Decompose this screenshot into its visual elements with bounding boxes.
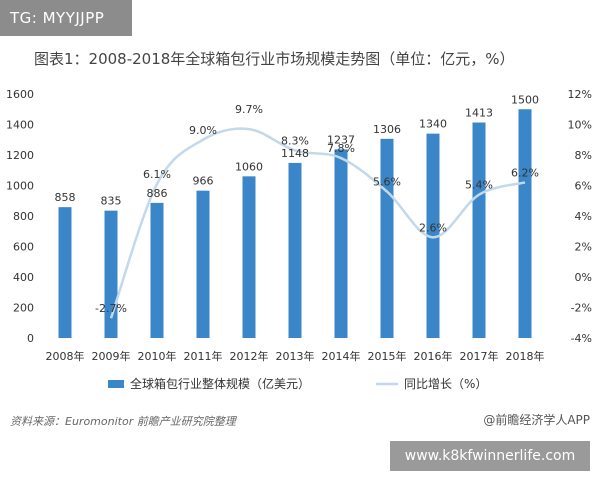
left-tick-label: 800 [13, 210, 34, 223]
bar [472, 122, 486, 338]
bar-value-label: 966 [193, 175, 214, 188]
line-value-label: 7.8% [327, 142, 355, 155]
line-value-label: 9.0% [189, 124, 217, 137]
bar [380, 138, 394, 338]
bar [518, 109, 532, 338]
left-tick-label: 600 [13, 241, 34, 254]
bar-value-label: 1148 [281, 147, 309, 160]
bar [104, 210, 118, 338]
right-tick-label: 12% [568, 88, 592, 101]
line-value-label: 6.1% [143, 168, 171, 181]
left-tick-label: 1000 [6, 180, 34, 193]
x-tick-label: 2011年 [184, 349, 223, 363]
right-tick-label: 0% [575, 271, 592, 284]
bar-series [58, 109, 532, 338]
bar-value-label: 1237 [327, 133, 355, 146]
bar [288, 162, 302, 338]
x-tick-label: 2016年 [414, 349, 453, 363]
right-tick-label: -4% [571, 332, 592, 345]
line-value-label: 5.6% [373, 176, 401, 189]
x-tick-label: 2008年 [46, 349, 85, 363]
x-tick-label: 2015年 [368, 349, 407, 363]
x-tick-label: 2018年 [506, 349, 545, 363]
left-tick-label: 1200 [6, 149, 34, 162]
left-tick-label: 0 [27, 332, 34, 345]
tg-tag: TG: MYYJJPP [0, 0, 132, 36]
bar [334, 149, 348, 338]
legend: 全球箱包行业整体规模（亿美元） 同比增长（%） [108, 376, 487, 391]
x-tick-label: 2009年 [92, 349, 131, 363]
x-tick-label: 2017年 [460, 349, 499, 363]
source-note: 资料来源：Euromonitor 前瞻产业研究院整理 [10, 415, 236, 428]
right-axis: -4% -2% 0% 2% 4% 6% 8% 10% 12% [568, 88, 592, 345]
bar-value-label: 1060 [235, 160, 263, 173]
bar-value-label: 1500 [511, 93, 539, 106]
bar-value-label: 886 [147, 187, 168, 200]
left-tick-label: 400 [13, 271, 34, 284]
brand-mark: @前瞻经济学人APP [483, 413, 590, 427]
bar [58, 207, 72, 338]
x-tick-label: 2013年 [276, 349, 315, 363]
x-tick-label: 2010年 [138, 349, 177, 363]
legend-bar-swatch [108, 380, 124, 388]
x-tick-label: 2012年 [230, 349, 269, 363]
right-tick-label: 2% [575, 241, 592, 254]
bar [196, 190, 210, 338]
bar-value-label: 858 [55, 191, 76, 204]
line-value-label: 6.2% [511, 166, 539, 179]
x-tick-label: 2014年 [322, 349, 361, 363]
line-value-label: 8.3% [281, 134, 309, 147]
line-value-label: 2.6% [419, 221, 447, 234]
bar-value-label: 1413 [465, 107, 493, 120]
growth-line [109, 127, 526, 319]
left-tick-label: 200 [13, 302, 34, 315]
left-tick-label: 1600 [6, 88, 34, 101]
line-value-label: -2.7% [95, 302, 127, 315]
right-tick-label: 10% [568, 119, 592, 132]
line-value-labels: -2.7% 6.1% 9.0% 9.7% 8.3% 7.8% 5.6% 2.6% 5.4% 6.2… [95, 103, 539, 315]
left-tick-label: 1400 [6, 119, 34, 132]
right-tick-label: 6% [575, 180, 592, 193]
legend-line-label: 同比增长（%） [404, 377, 487, 391]
bar-value-label: 835 [101, 195, 122, 208]
legend-bar-label: 全球箱包行业整体规模（亿美元） [130, 376, 310, 391]
url-watermark[interactable]: www.k8kfwinnerlife.com [390, 441, 590, 471]
right-tick-label: -2% [571, 302, 592, 315]
line-value-label: 5.4% [465, 179, 493, 192]
left-axis: 0 200 400 600 800 1000 1200 1400 1600 [6, 88, 34, 345]
right-tick-label: 8% [575, 149, 592, 162]
x-axis-labels: 2008年 2009年 2010年 2011年 2012年 2013年 2014年 2015年… [46, 349, 545, 363]
line-value-label: 9.7% [235, 103, 263, 116]
line-series [109, 127, 526, 319]
chart-title: 图表1：2008-2018年全球箱包行业市场规模走势图（单位：亿元，%） [34, 50, 515, 68]
bar [426, 133, 440, 338]
right-tick-label: 4% [575, 210, 592, 223]
bar-value-labels: 858 835 886 966 1060 1148 1237 1306 1340 1413 1500 [55, 93, 540, 207]
bar [242, 176, 256, 338]
bar [150, 202, 164, 338]
bar-value-label: 1340 [419, 118, 447, 131]
bar-value-label: 1306 [373, 123, 401, 136]
